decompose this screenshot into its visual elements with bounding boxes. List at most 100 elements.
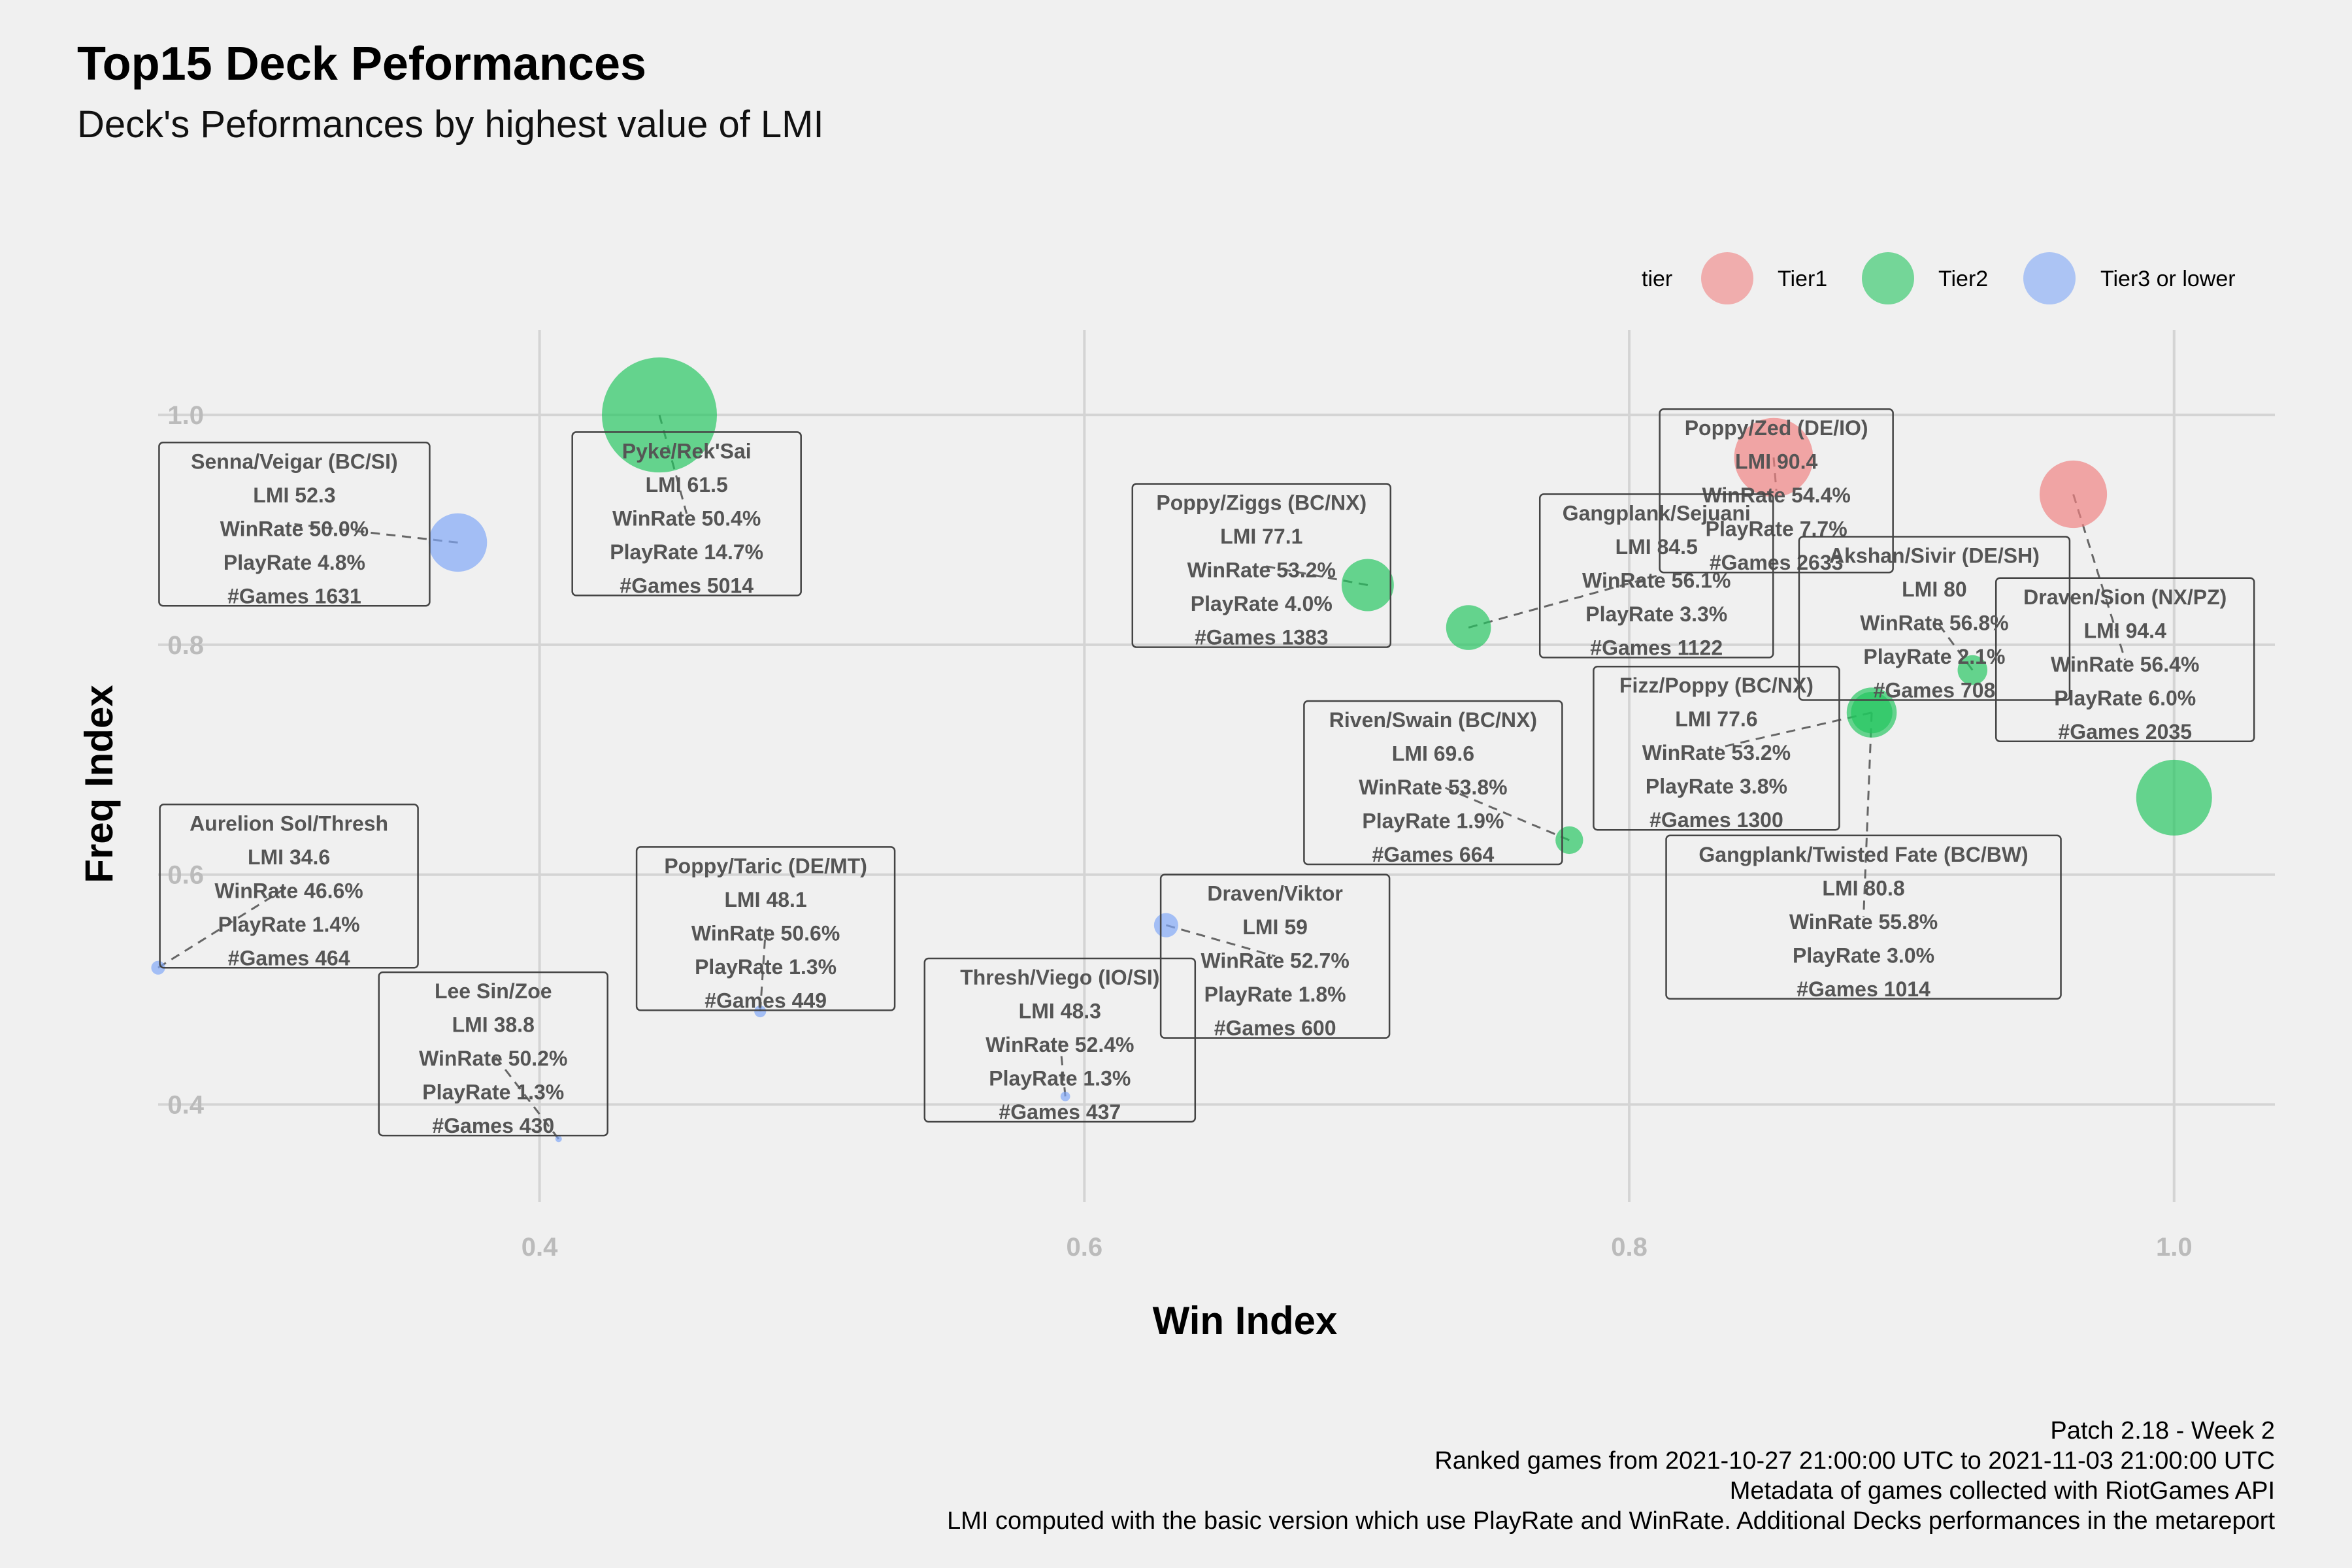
label-text: PlayRate 1.4% [218, 913, 360, 936]
label-text: LMI 90.4 [1735, 450, 1817, 474]
x-tick-label: 1.0 [2156, 1233, 2193, 1262]
legend-key-tier1 [1701, 252, 1753, 304]
legend-key-tier2 [1862, 252, 1914, 304]
label-text: WinRate 50.2% [419, 1047, 567, 1070]
deck-label: Poppy/Taric (DE/MT) LMI 48.1 WinRate 50.6%… [635, 846, 896, 1012]
label-text: LMI 48.1 [724, 888, 806, 911]
label-text: LMI 61.5 [646, 473, 728, 497]
label-box [1303, 700, 1563, 866]
label-box [1131, 483, 1392, 648]
label-text: #Games 1383 [1195, 626, 1329, 649]
label-text: LMI 48.3 [1019, 999, 1101, 1022]
label-text: Gangplank/Twisted Fate (BC/BW) [1698, 843, 2028, 866]
label-text: WinRate 53.2% [1642, 741, 1791, 764]
label-text: #Games 1122 [1590, 636, 1723, 659]
label-text: #Games 5014 [620, 574, 754, 597]
leader-line [1716, 711, 1872, 749]
deck-label: Lee Sin/Zoe LMI 38.8 WinRate 50.2% PlayRate… [378, 971, 608, 1137]
chart-title: Top15 Deck Peformances [77, 38, 646, 90]
label-box [923, 957, 1197, 1123]
label-text: PlayRate 1.9% [1362, 809, 1504, 833]
label-text: WinRate 53.2% [1187, 559, 1336, 582]
label-text: #Games 1631 [227, 584, 361, 608]
label-text: LMI 34.6 [248, 845, 330, 869]
label-text: #Games 2633 [1710, 551, 1844, 574]
label-box [571, 431, 802, 596]
label-text: Poppy/Ziggs (BC/NX) [1156, 491, 1366, 515]
label-text: PlayRate 3.8% [1646, 775, 1787, 798]
deck-label: Akshan/Sivir (DE/SH) LMI 80 WinRate 56.8% P… [1798, 536, 2071, 702]
label-text: #Games 2035 [2058, 720, 2192, 743]
caption-line-4: LMI computed with the basic version whic… [947, 1507, 2275, 1535]
label-text: PlayRate 1.3% [422, 1081, 564, 1104]
label-text: PlayRate 14.7% [610, 540, 763, 564]
leader-line [1433, 781, 1570, 841]
label-text: LMI 38.8 [452, 1013, 535, 1037]
label-text: WinRate 56.8% [1860, 611, 2008, 634]
label-text: LMI 80 [1902, 578, 1967, 601]
label-text: LMI 94.4 [2084, 619, 2166, 642]
label-text: #Games 600 [1214, 1017, 1336, 1040]
grid-layer [158, 330, 2275, 1202]
data-point [1851, 691, 1893, 734]
leader-line [1863, 712, 1873, 917]
deck-label: Aurelion Sol/Thresh LMI 34.6 WinRate 46.6%… [159, 804, 419, 970]
data-point [2136, 759, 2212, 836]
leader-line [1165, 924, 1276, 958]
leader-line [157, 885, 290, 969]
label-text: PlayRate 2.1% [1863, 645, 2005, 668]
deck-label: Draven/Sion (NX/PZ) LMI 94.4 WinRate 56.4%… [1995, 577, 2255, 743]
label-text: #Games 708 [1874, 678, 1996, 702]
deck-label: Gangplank/Twisted Fate (BC/BW) LMI 80.8 Wi… [1665, 834, 2062, 1001]
data-point [754, 1005, 767, 1018]
label-text: WinRate 52.4% [986, 1033, 1134, 1056]
label-box [1665, 834, 2062, 1000]
data-point [1957, 655, 1988, 685]
data-point [1446, 605, 1491, 650]
label-text: PlayRate 4.0% [1191, 592, 1333, 615]
label-text: Thresh/Viego (IO/SI) [960, 966, 1159, 989]
label-box [1538, 493, 1774, 659]
label-text: PlayRate 1.3% [695, 955, 836, 979]
deck-label: Riven/Swain (BC/NX) LMI 69.6 WinRate 53.8%… [1303, 700, 1563, 866]
deck-label: Pyke/Rek'Sai LMI 61.5 WinRate 50.4% PlayRat… [571, 431, 802, 597]
label-text: WinRate 50.6% [691, 921, 840, 945]
label-text: PlayRate 4.8% [224, 551, 365, 574]
y-tick-label: 0.6 [167, 861, 204, 890]
leader-line [1468, 574, 1657, 629]
deck-label: Senna/Veigar (BC/SI) LMI 52.3 WinRate 50.0… [158, 442, 431, 608]
data-point [151, 960, 165, 975]
label-text: Lee Sin/Zoe [435, 979, 552, 1003]
legend-key-tier3 [2023, 252, 2076, 304]
label-text: #Games 437 [999, 1100, 1121, 1124]
label-text: Aurelion Sol/Thresh [190, 811, 388, 835]
label-box [1159, 874, 1391, 1039]
legend: tier Tier1 Tier2 Tier3 or lower [1642, 252, 2236, 304]
x-axis-label: Win Index [1153, 1299, 1338, 1343]
data-point [2039, 460, 2108, 529]
deck-label: Fizz/Poppy (BC/NX) LMI 77.6 WinRate 53.2% P… [1593, 665, 1840, 832]
label-text: PlayRate 1.8% [1204, 983, 1346, 1006]
leader-line [294, 523, 458, 544]
x-tick-label: 0.6 [1067, 1233, 1103, 1262]
label-text: Senna/Veigar (BC/SI) [191, 449, 398, 473]
label-box [1798, 536, 2071, 701]
label-text: #Games 1014 [1797, 977, 1930, 1001]
deck-label: Thresh/Viego (IO/SI) LMI 48.3 WinRate 52.4… [923, 957, 1197, 1124]
data-point [1341, 559, 1394, 612]
label-text: LMI 77.6 [1675, 708, 1757, 731]
x-tick-label: 0.8 [1611, 1233, 1648, 1262]
x-tick-label: 0.4 [522, 1233, 558, 1262]
leader-line [492, 1053, 559, 1140]
deck-label: Gangplank/Sejuani LMI 84.5 WinRate 56.1% Pl… [1538, 493, 1774, 659]
legend-title: tier [1642, 267, 1672, 291]
chart-subtitle: Deck's Peformances by highest value of L… [77, 103, 824, 146]
label-text: PlayRate 1.3% [989, 1066, 1131, 1090]
label-text: WinRate 50.4% [612, 506, 761, 530]
axis-layer: Win Index Freq Index 0.4 0.6 0.8 1.0 0.4 0.6 0… [77, 401, 2193, 1343]
label-text: Poppy/Taric (DE/MT) [664, 854, 867, 877]
label-text: WinRate 53.8% [1359, 776, 1507, 799]
y-tick-label: 0.4 [167, 1090, 204, 1119]
